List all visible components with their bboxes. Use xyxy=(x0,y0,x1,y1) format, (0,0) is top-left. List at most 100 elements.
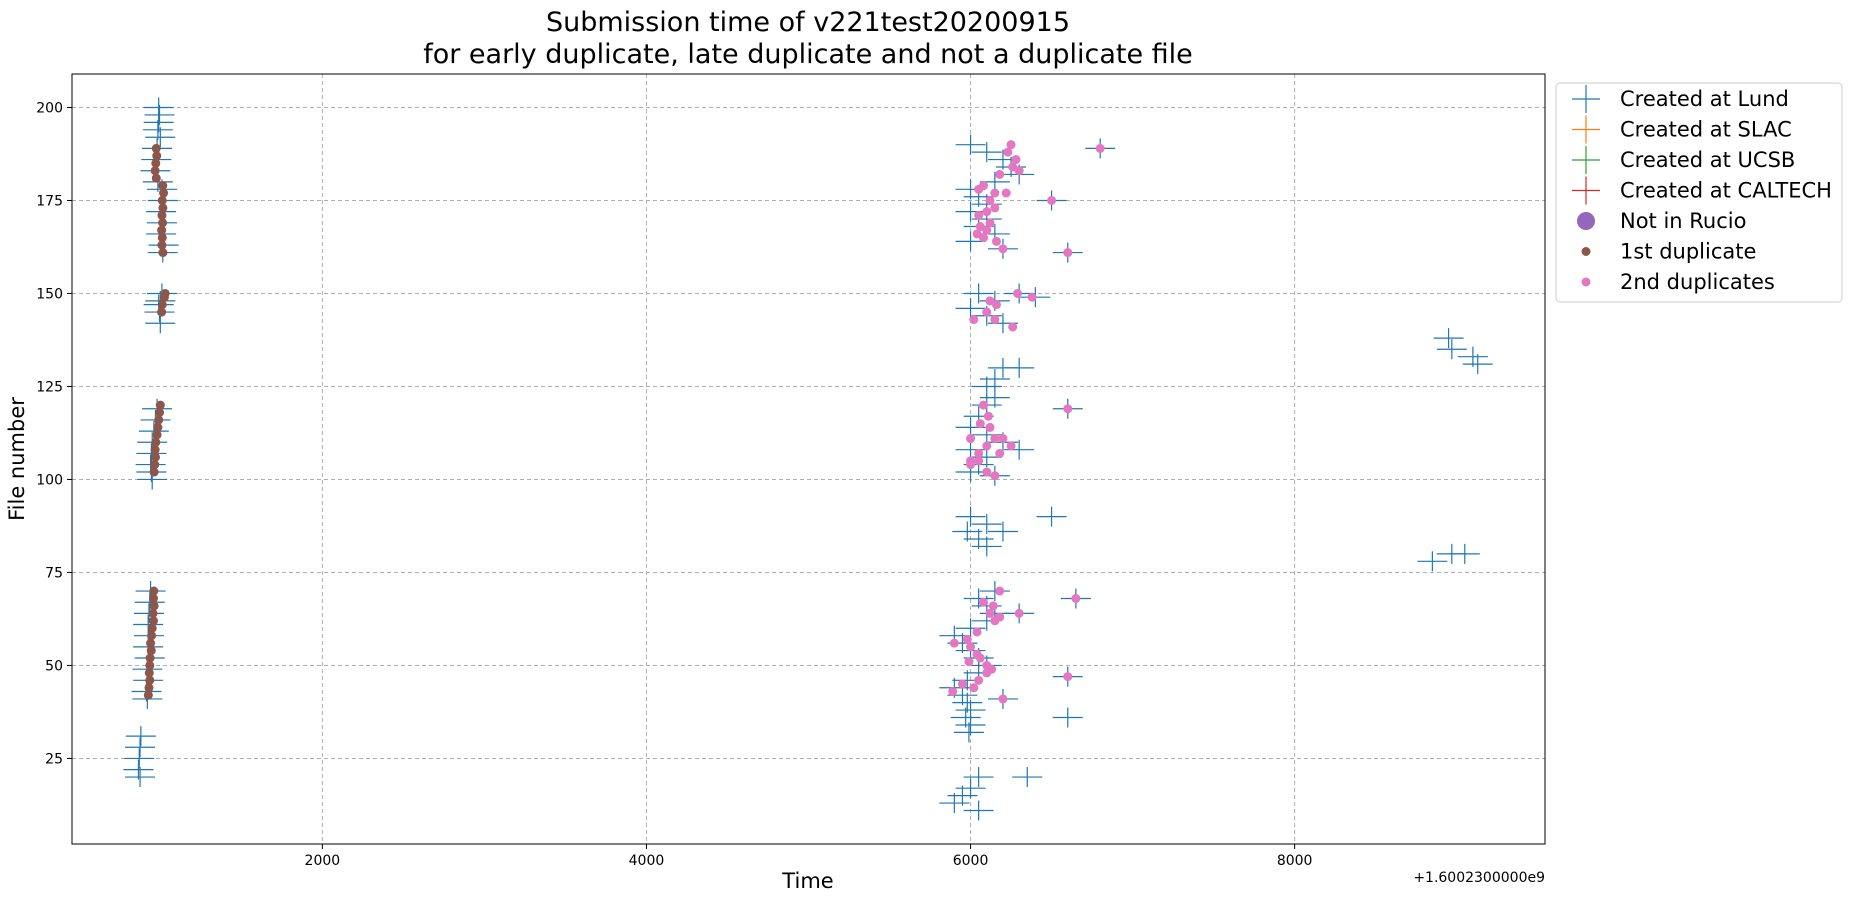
data-point xyxy=(1014,166,1024,176)
data-point xyxy=(151,173,161,183)
data-point xyxy=(1063,672,1073,682)
y-tick-label: 150 xyxy=(36,286,63,302)
y-tick-label: 175 xyxy=(36,193,63,209)
data-point xyxy=(146,638,156,648)
data-point xyxy=(969,683,979,693)
data-point xyxy=(144,668,154,678)
data-point xyxy=(157,307,167,317)
data-point xyxy=(149,467,159,477)
data-point xyxy=(982,207,992,217)
data-point xyxy=(152,430,162,440)
legend-entry: Not in Rucio xyxy=(1577,209,1746,233)
legend: Created at Lund Created at SLAC Created at… xyxy=(1555,82,1843,303)
data-point xyxy=(974,184,984,194)
data-point xyxy=(1449,543,1480,564)
data-point xyxy=(975,653,985,663)
legend-marker xyxy=(1572,146,1600,174)
data-point xyxy=(975,419,985,429)
data-point xyxy=(1433,328,1464,349)
data-point xyxy=(1071,593,1081,603)
series-0 xyxy=(123,97,1493,821)
data-point xyxy=(145,675,155,685)
legend-label: Created at CALTECH xyxy=(1620,179,1832,203)
data-point xyxy=(974,675,984,685)
data-point xyxy=(998,694,1008,704)
data-point xyxy=(982,307,992,317)
y-tick-label: 200 xyxy=(36,100,63,116)
data-marks xyxy=(123,97,1493,821)
data-point xyxy=(987,521,1018,542)
legend-label: Created at UCSB xyxy=(1620,148,1795,172)
data-point xyxy=(145,313,176,334)
data-point xyxy=(966,642,976,652)
data-point xyxy=(124,748,155,769)
data-point xyxy=(134,592,165,613)
data-point xyxy=(990,616,1000,626)
data-point xyxy=(157,233,167,243)
gridlines xyxy=(72,74,1545,844)
data-point xyxy=(979,369,1010,390)
data-point xyxy=(154,415,164,425)
data-point xyxy=(988,601,998,611)
data-point xyxy=(149,586,159,596)
chart-title-line-1: Submission time of v221test20200915 xyxy=(546,7,1070,38)
data-point xyxy=(985,422,995,432)
data-point xyxy=(158,203,168,213)
data-point xyxy=(985,218,995,228)
data-point xyxy=(1014,608,1024,618)
data-point xyxy=(982,668,992,678)
legend-entry: 2nd duplicates xyxy=(1581,270,1775,294)
data-point xyxy=(150,166,160,176)
legend-marker xyxy=(1581,247,1591,256)
legend-marker xyxy=(1581,277,1591,287)
data-point xyxy=(1013,288,1023,298)
data-point xyxy=(150,452,160,462)
data-point xyxy=(1006,140,1016,150)
data-point xyxy=(995,448,1005,458)
legend-entry: Created at Lund xyxy=(1572,85,1789,113)
data-point xyxy=(963,588,994,609)
data-point xyxy=(979,233,989,243)
data-point xyxy=(952,692,983,713)
data-point xyxy=(149,601,159,611)
data-point xyxy=(1052,707,1083,728)
data-point xyxy=(155,408,165,418)
data-point xyxy=(1462,354,1493,375)
data-point xyxy=(138,421,169,442)
data-point xyxy=(971,142,1002,163)
legend-label: 1st duplicate xyxy=(1620,240,1756,264)
data-point xyxy=(974,456,984,466)
data-point xyxy=(157,240,167,250)
data-point xyxy=(157,210,167,220)
data-point xyxy=(982,441,992,451)
y-tick-label: 25 xyxy=(45,751,63,767)
data-point xyxy=(985,608,995,618)
data-point xyxy=(964,657,974,667)
data-point xyxy=(955,231,986,252)
data-point xyxy=(133,614,164,635)
x-tick-label: 2000 xyxy=(305,853,341,869)
data-point xyxy=(145,127,176,148)
data-point xyxy=(151,143,161,153)
legend-label: 2nd duplicates xyxy=(1620,270,1775,294)
data-point xyxy=(952,521,983,542)
data-point xyxy=(969,315,979,325)
data-point xyxy=(995,169,1005,179)
data-point xyxy=(150,445,160,455)
chart-title: Submission time of v221test20200915 for … xyxy=(423,7,1193,70)
data-point xyxy=(963,767,994,788)
y-tick-label: 50 xyxy=(45,658,63,674)
legend-label: Created at SLAC xyxy=(1620,118,1792,142)
data-point xyxy=(974,210,984,220)
x-tick-label: 8000 xyxy=(1277,853,1313,869)
y-axis-label: File number xyxy=(5,397,29,521)
data-point xyxy=(144,683,154,693)
data-point xyxy=(990,188,1000,198)
legend-marker xyxy=(1572,176,1600,205)
data-point xyxy=(157,300,167,310)
data-point xyxy=(1008,322,1018,332)
data-point xyxy=(143,97,174,118)
data-point xyxy=(990,315,1000,325)
data-point xyxy=(150,460,160,470)
